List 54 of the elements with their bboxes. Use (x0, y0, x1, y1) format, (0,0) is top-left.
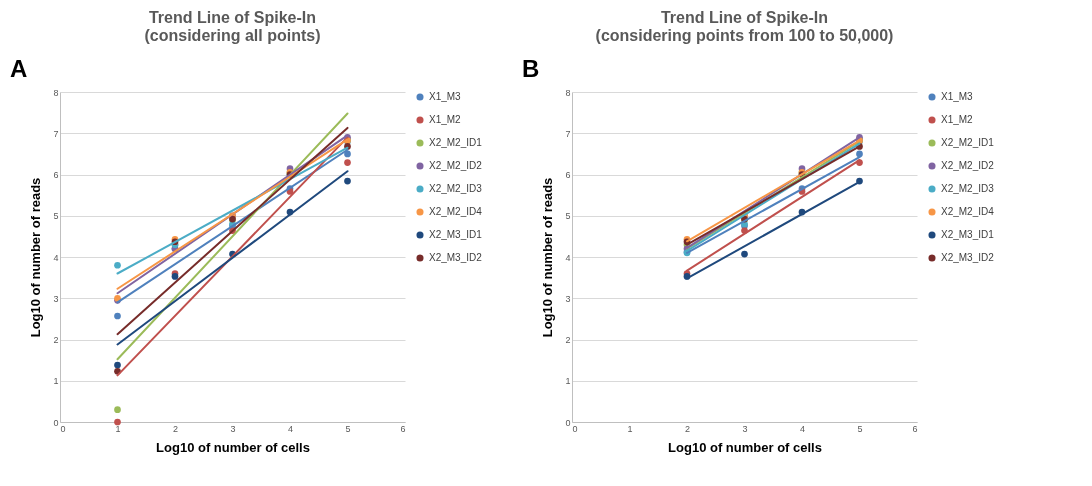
y-tick-label: 1 (53, 376, 59, 387)
legend-label: X1_M2 (429, 114, 462, 125)
legend-label: X2_M2_ID2 (941, 160, 995, 171)
x-tick-label: 1 (627, 423, 633, 434)
text: A (10, 55, 28, 82)
y-tick-label: 6 (565, 170, 571, 180)
y-tick-label: 8 (565, 87, 571, 98)
y-tick-label: 4 (53, 252, 59, 263)
legend-label: X2_M2_ID3 (941, 183, 995, 194)
legend-label: X2_M2_ID1 (941, 137, 995, 148)
legend-label: X2_M2_ID1 (429, 137, 483, 148)
x-tick-label: 0 (60, 423, 66, 434)
x-tick-label: 1 (115, 423, 121, 434)
legend-label: X1_M3 (941, 91, 974, 102)
legend-label: X2_M3_ID2 (429, 252, 483, 263)
y-tick-label: 4 (565, 252, 571, 263)
x-tick-label: 0 (572, 423, 578, 434)
legend-label: X2_M2_ID2 (429, 160, 483, 171)
y-tick-label: 2 (565, 335, 571, 345)
legend-label: X2_M2_ID4 (941, 206, 995, 217)
chart-title: Trend Line of Spike-In (considering points from 100 to 50,000) (595, 9, 894, 44)
legend-label: X2_M3_ID1 (941, 229, 995, 240)
y-tick-label: 6 (53, 170, 59, 180)
x-tick-label: 3 (742, 423, 748, 434)
x-tick-label: 6 (400, 423, 406, 434)
y-tick-label: 5 (565, 211, 571, 222)
y-tick-label: 8 (53, 87, 59, 98)
y-axis-title: Log10 of number of reads (28, 177, 44, 338)
x-tick-label: 2 (172, 423, 179, 434)
y-tick-label: 7 (53, 128, 59, 139)
x-tick-label: 5 (345, 423, 351, 434)
legend-label: X2_M2_ID3 (429, 183, 483, 194)
x-axis-title: Log10 of number of cells (156, 439, 310, 455)
y-tick-label: 5 (53, 211, 59, 222)
legend-label: X2_M2_ID4 (429, 206, 483, 217)
y-tick-label: 1 (565, 376, 571, 387)
x-tick-label: 2 (684, 423, 691, 434)
x-tick-label: 6 (912, 423, 918, 434)
legend-label: X1_M3 (429, 91, 462, 102)
x-tick-label: 4 (287, 423, 294, 434)
y-tick-label: 2 (53, 335, 59, 345)
x-axis-title: Log10 of number of cells (668, 439, 822, 455)
x-tick-label: 5 (857, 423, 863, 434)
x-tick-label: 4 (799, 423, 806, 434)
text: B (522, 55, 540, 82)
legend-label: X2_M3_ID1 (429, 229, 483, 240)
x-tick-label: 3 (230, 423, 236, 434)
legend-label: X1_M2 (941, 114, 974, 125)
chart-title: Trend Line of Spike-In (considering all points) (144, 9, 321, 44)
y-axis-title: Log10 of number of reads (540, 177, 556, 338)
y-tick-label: 7 (565, 128, 571, 139)
y-tick-label: 3 (565, 293, 571, 304)
legend-label: X2_M3_ID2 (941, 252, 995, 263)
y-tick-label: 3 (53, 293, 59, 304)
